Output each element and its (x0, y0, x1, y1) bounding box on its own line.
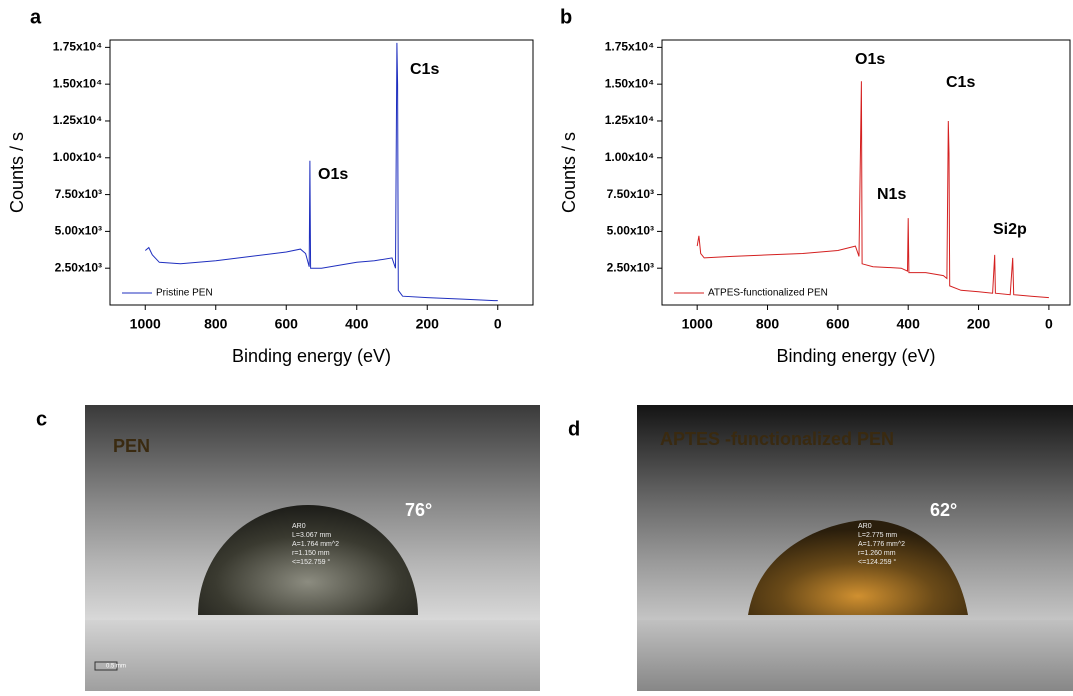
panel-label: d (568, 418, 580, 440)
readout: A=1.764 mm^2 (292, 541, 339, 548)
x-tick-label: 0 (1045, 316, 1053, 332)
readout: AR0 (858, 523, 872, 530)
y-tick-label: 7.50x10³ (55, 187, 102, 201)
readout: r=1.150 mm (292, 550, 330, 557)
peak-label: N1s (877, 186, 906, 203)
readout: A=1.776 mm^2 (858, 541, 905, 548)
legend-label: ATPES-functionalized PEN (708, 288, 828, 299)
panel-label: b (560, 6, 572, 28)
y-axis-title: Counts / s (559, 132, 579, 213)
y-tick-label: 1.00x10⁴ (605, 150, 654, 164)
y-tick-label: 1.25x10⁴ (53, 113, 102, 127)
y-tick-label: 2.50x10³ (607, 260, 654, 274)
spectrum-line (144, 42, 498, 302)
readout: L=2.775 mm (858, 532, 897, 539)
peak-label: O1s (855, 51, 885, 68)
x-tick-label: 800 (204, 316, 228, 332)
x-tick-label: 1000 (130, 316, 161, 332)
peak-label: O1s (318, 166, 348, 183)
x-tick-label: 800 (756, 316, 780, 332)
x-tick-label: 200 (416, 316, 440, 332)
photo-labels: PEN 76° 0.5 mm APTES -functionalized PEN… (106, 429, 957, 670)
panel-label: a (30, 6, 42, 28)
plot-frame (109, 39, 534, 306)
substrate (85, 620, 540, 691)
plot-frame (661, 39, 1071, 306)
y-tick-label: 1.00x10⁴ (53, 150, 102, 164)
y-tick-label: 1.75x10⁴ (605, 40, 654, 54)
droplet (198, 505, 418, 615)
substrate (637, 620, 1073, 691)
readout: <=124.259 ° (858, 558, 896, 566)
photo-c (85, 405, 540, 691)
y-tick-label: 2.50x10³ (55, 260, 102, 274)
y-tick-label: 5.00x10³ (55, 224, 102, 238)
photo-label: APTES -functionalized PEN (660, 429, 894, 449)
x-tick-label: 200 (967, 316, 991, 332)
y-axis-title: Counts / s (7, 132, 27, 213)
contact-angle: 76° (405, 500, 432, 520)
scale-box (94, 661, 118, 671)
peak-label: C1s (946, 74, 975, 91)
readout: AR0 (292, 523, 306, 530)
x-tick-label: 600 (275, 316, 299, 332)
x-tick-label: 1000 (682, 316, 713, 332)
y-tick-label: 7.50x10³ (607, 187, 654, 201)
y-tick-label: 1.75x10⁴ (53, 40, 102, 54)
x-axis-title: Binding energy (eV) (776, 346, 935, 366)
peak-label: Si2p (993, 221, 1027, 238)
x-tick-label: 400 (897, 316, 921, 332)
scale-label: 0.5 mm (106, 664, 126, 670)
y-tick-label: 1.50x10⁴ (53, 76, 102, 90)
x-tick-label: 600 (826, 316, 850, 332)
droplet (748, 520, 968, 615)
y-tick-label: 1.50x10⁴ (605, 76, 654, 90)
photo-label: PEN (113, 436, 150, 456)
peak-label: C1s (410, 61, 439, 78)
y-tick-label: 5.00x10³ (607, 224, 654, 238)
readout: <=152.759 ° (292, 558, 330, 566)
x-tick-label: 400 (345, 316, 369, 332)
photo-d (637, 405, 1073, 691)
legend-label: Pristine PEN (156, 288, 213, 299)
contact-angle: 62° (930, 500, 957, 520)
readout: r=1.260 mm (858, 550, 896, 557)
spectrum-line (696, 81, 1049, 299)
readout: L=3.067 mm (292, 532, 331, 539)
panel-label: c (36, 408, 47, 430)
x-axis-title: Binding energy (eV) (232, 346, 391, 366)
x-tick-label: 0 (494, 316, 502, 332)
y-tick-label: 1.25x10⁴ (605, 113, 654, 127)
